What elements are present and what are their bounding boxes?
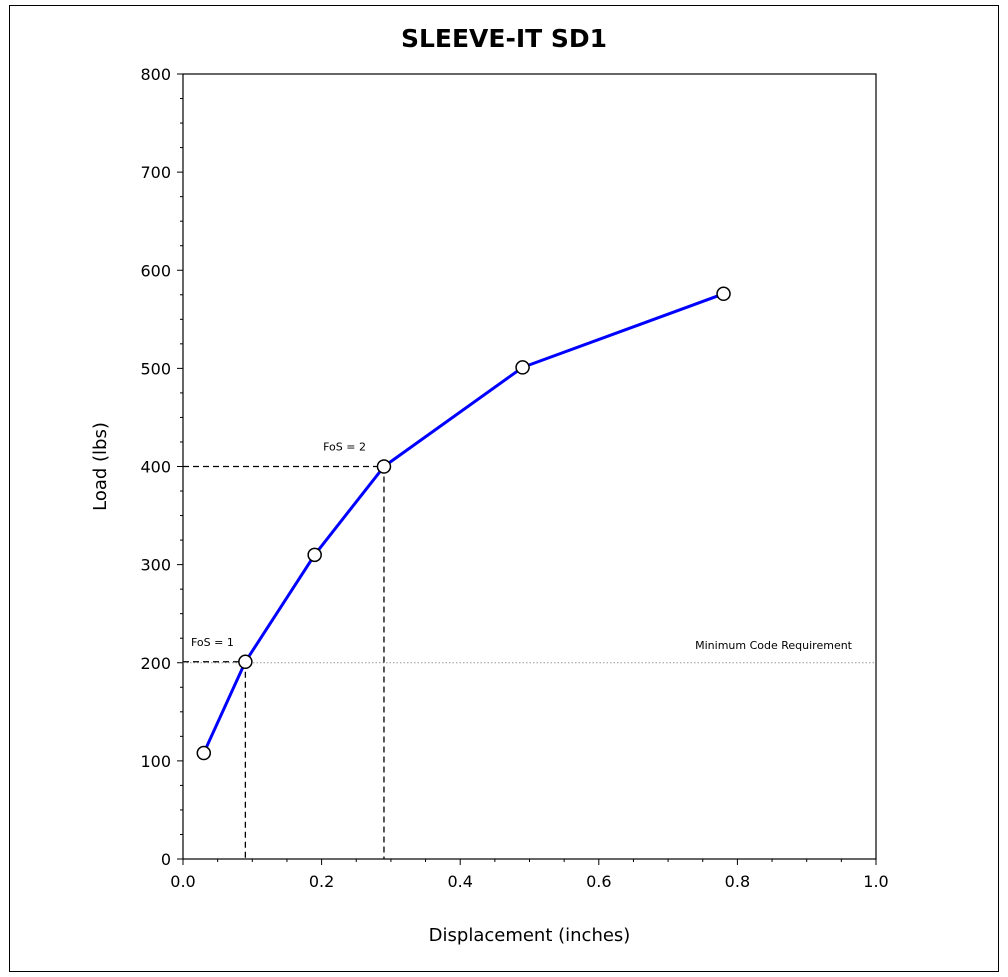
y-tick-label: 0: [161, 850, 171, 869]
data-point: [196, 745, 212, 761]
chart-frame: SLEEVE-IT SD1: [9, 5, 999, 972]
data-point: [376, 459, 392, 474]
y-tick-label: 200: [140, 654, 171, 673]
y-tick-label: 100: [140, 752, 171, 771]
y-tick-label: 300: [140, 556, 171, 575]
y-tick-label: 700: [140, 163, 171, 182]
chart-title: SLEEVE-IT SD1: [400, 24, 608, 53]
x-tick-label: 0.8: [725, 872, 750, 891]
x-tick-label: 0.0: [170, 872, 195, 891]
x-tick-label: 0.2: [309, 872, 334, 891]
x-tick-label: 0.4: [447, 872, 472, 891]
y-tick-label: 500: [140, 359, 171, 378]
data-point: [515, 360, 530, 375]
x-axis-label: Displacement (inches): [429, 925, 631, 946]
fos-label: FoS = 1: [191, 636, 234, 649]
y-axis-label: Load (lbs): [90, 422, 111, 511]
data-point: [238, 654, 253, 670]
y-tick-label: 600: [140, 261, 171, 280]
reference-line-label: Minimum Code Requirement: [695, 639, 853, 652]
x-tick-label: 0.6: [586, 872, 611, 891]
y-tick-label: 400: [140, 458, 171, 477]
data-point: [307, 547, 322, 563]
fos-label: FoS = 2: [323, 441, 366, 454]
y-tick-label: 800: [140, 65, 171, 84]
data-point: [716, 286, 731, 302]
x-tick-label: 1.0: [863, 872, 888, 891]
series-line: [202, 292, 725, 754]
